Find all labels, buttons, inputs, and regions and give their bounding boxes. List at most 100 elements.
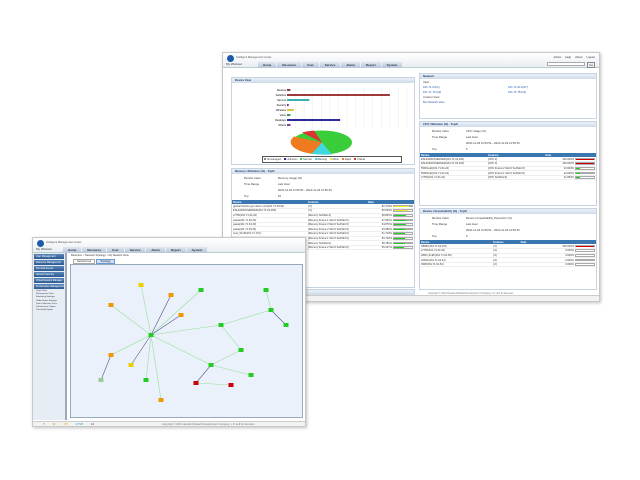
sidebar-menu-item[interactable]: Data Collection Trace (36, 302, 57, 305)
device-node-icon[interactable] (168, 293, 174, 297)
workspace-label[interactable]: My Workout (36, 247, 52, 251)
nav-home[interactable]: Home (63, 247, 82, 253)
device-cell[interactable]: s7750(161.71.64.22) (232, 213, 308, 219)
device-cell[interactable]: ESL46200OSERVER(161.71.64.200) (232, 208, 308, 214)
nav-alarm[interactable]: Alarm (146, 247, 165, 253)
sidebar-menu-item[interactable]: Monitoring Settings (36, 296, 55, 299)
table-row[interactable]: 4200G(161.71.64.42) [.0] 0.000% (420, 257, 596, 263)
table-row[interactable]: s7750(161.71.64.22) [Memory SubSlot:4] 68.… (232, 213, 414, 219)
network-link[interactable]: 161.71.64.0(27) (508, 85, 528, 89)
device-node-icon[interactable] (143, 378, 149, 382)
sidebar-menu-item[interactable]: Quick View (36, 290, 47, 292)
device-node-icon[interactable] (128, 363, 134, 367)
device-node-icon[interactable] (158, 398, 164, 402)
nav-report[interactable]: Report (360, 62, 381, 68)
user-admin[interactable]: admin (553, 55, 562, 59)
nav-user[interactable]: User (302, 62, 319, 68)
device-node-icon[interactable] (208, 363, 214, 367)
nav-system[interactable]: System (381, 62, 403, 68)
search-button[interactable]: Go (587, 62, 595, 68)
sidebar-section[interactable]: Terminal Access (34, 266, 64, 271)
device-node-icon[interactable] (248, 373, 254, 377)
device-cell[interactable]: gpxbah-fedora.gxo.3com.com(161.71.64.94) (232, 204, 308, 210)
sidebar-menu-item[interactable]: Global Index Settings (36, 299, 57, 302)
device-node-icon[interactable] (138, 283, 144, 287)
device-node-icon[interactable] (268, 308, 274, 312)
device-node-icon[interactable] (218, 323, 224, 327)
device-cell[interactable]: ESL46200OSERVER(161.71.64.200) (420, 157, 487, 163)
device-cell[interactable]: 5500G-EI(161.71.64.24) (420, 170, 487, 176)
warning-alarm-count[interactable]: 17728 (75, 422, 83, 426)
device-cell[interactable]: 4800 (JL48)(161.71.64.50) (420, 253, 493, 259)
logout-link[interactable]: Logout (586, 55, 595, 59)
table-row[interactable]: pasta(161.71.64.23) [Memory:Frame:1 Slot:… (232, 217, 414, 223)
table-row[interactable]: pasta(161.71.64.23) [Memory:Frame:2 Slot:… (232, 226, 414, 233)
minor-alarm-count[interactable]: 178 (63, 422, 68, 426)
device-node-icon[interactable] (228, 383, 234, 387)
nav-service[interactable]: Service (319, 62, 341, 68)
nav-resource[interactable]: Resource (82, 247, 107, 253)
sidebar-section[interactable]: Virtual Network Manager (34, 278, 64, 283)
device-node-icon[interactable] (98, 378, 104, 382)
workspace-label[interactable]: My Workout (226, 62, 242, 66)
device-node-icon[interactable] (108, 303, 114, 307)
device-node-icon[interactable] (178, 313, 184, 317)
table-row[interactable]: 5500G-EI(161.71.64.24) [CPU:Frame:2 Slot:… (420, 166, 596, 172)
network-link[interactable]: 161.71.0.0(1) (423, 85, 440, 89)
device-cell[interactable]: 3938(161.71.64.52) (420, 262, 493, 268)
table-row[interactable]: N8652(161.71.64.161) [.0] 100.000% (420, 244, 596, 250)
device-node-icon[interactable] (263, 288, 269, 292)
table-row[interactable]: s7750(161.71.64.22) [.0] 0.000% (420, 248, 596, 254)
device-cell[interactable]: s7750(161.71.64.22) (420, 175, 487, 181)
network-link[interactable]: 161.71.78.0(1) (508, 90, 527, 94)
device-cell[interactable]: pasta(161.71.64.23) (232, 222, 308, 228)
search-input[interactable] (547, 62, 585, 66)
device-node-icon[interactable] (108, 353, 114, 357)
device-cell[interactable]: s7750(161.71.64.22) (420, 248, 493, 254)
major-alarm-count[interactable]: 52 (52, 422, 56, 426)
device-cell[interactable]: 5500G-EI(161.71.64.24) (420, 166, 487, 172)
device-cell[interactable]: pasta(161.71.64.23) (232, 217, 308, 223)
table-row[interactable]: gpxbah-fedora.gxo.3com.com(161.71.64.94)… (232, 204, 414, 210)
device-node-icon[interactable] (193, 381, 199, 385)
sidebar-menu-item[interactable]: Performance View (36, 293, 54, 296)
topology-map[interactable] (70, 264, 303, 418)
table-row[interactable]: core_50.25(161.71.70.1) [Memory:Frame:1 S… (232, 231, 414, 237)
table-row[interactable]: 4800 (JL48)(161.71.64.50) [.0] 0.000% (420, 253, 596, 259)
device-node-icon[interactable] (148, 333, 154, 337)
device-node-icon[interactable] (283, 323, 289, 327)
unknown-alarm-count[interactable]: 14 (90, 422, 94, 426)
tab-topology[interactable]: Topology (96, 259, 115, 264)
table-row[interactable]: ESL46200OSERVER(161.71.64.200) [CPU 3] 100… (420, 161, 596, 167)
about-link[interactable]: About (575, 55, 583, 59)
device-node-icon[interactable] (198, 288, 204, 292)
sidebar-section[interactable]: Resource Management (34, 260, 64, 265)
critical-alarm-count[interactable]: 7 (43, 422, 45, 426)
device-cell[interactable]: 4200G(161.71.64.42) (420, 257, 493, 263)
table-row[interactable]: ESL46200OSERVER(161.71.64.200) [CPU 2] 100… (420, 157, 596, 163)
custom-view-link[interactable]: Custom View (423, 95, 440, 99)
table-row[interactable]: pasta(161.71.64.23) [Memory:Frame:3 Slot:… (232, 222, 414, 228)
network-link[interactable]: 161.71.74.0(2) (423, 90, 442, 94)
help-link[interactable]: Help (565, 55, 572, 59)
sidebar-section[interactable]: Network Security (34, 272, 64, 277)
sidebar-menu-item[interactable]: Threshold Option (36, 309, 53, 312)
table-row[interactable]: 5500G-EI(161.71.64.24) [CPU:Frame:1 Slot:… (420, 170, 596, 176)
table-row[interactable]: ESL46200OSERVER(161.71.64.200) [.0] 80.533… (232, 208, 414, 214)
table-row[interactable]: 3938(161.71.64.52) [.0] 0.000% (420, 262, 596, 268)
table-row[interactable]: s7750(161.71.64.22) [CPU SubSlot:0] 21.833… (420, 175, 596, 181)
nav-report[interactable]: Report (165, 247, 186, 253)
sidebar-menu-item[interactable]: Performance Option (36, 306, 56, 309)
device-node-icon[interactable] (238, 348, 244, 352)
tab-network-list[interactable]: Network List (73, 259, 96, 264)
device-cell[interactable]: core_50.25(161.71.70.1) (232, 231, 308, 237)
device-cell[interactable]: ESL46200OSERVER(161.71.64.200) (420, 161, 487, 167)
nav-resource[interactable]: Resource (277, 62, 302, 68)
sidebar-section[interactable]: User Management (34, 254, 64, 259)
nav-system[interactable]: System (186, 247, 208, 253)
nav-home[interactable]: Home (258, 62, 277, 68)
nav-alarm[interactable]: Alarm (341, 62, 360, 68)
nav-service[interactable]: Service (124, 247, 146, 253)
device-cell[interactable]: pasta(161.71.64.23) (232, 226, 308, 233)
my-network-view-link[interactable]: My Network View (423, 100, 445, 104)
